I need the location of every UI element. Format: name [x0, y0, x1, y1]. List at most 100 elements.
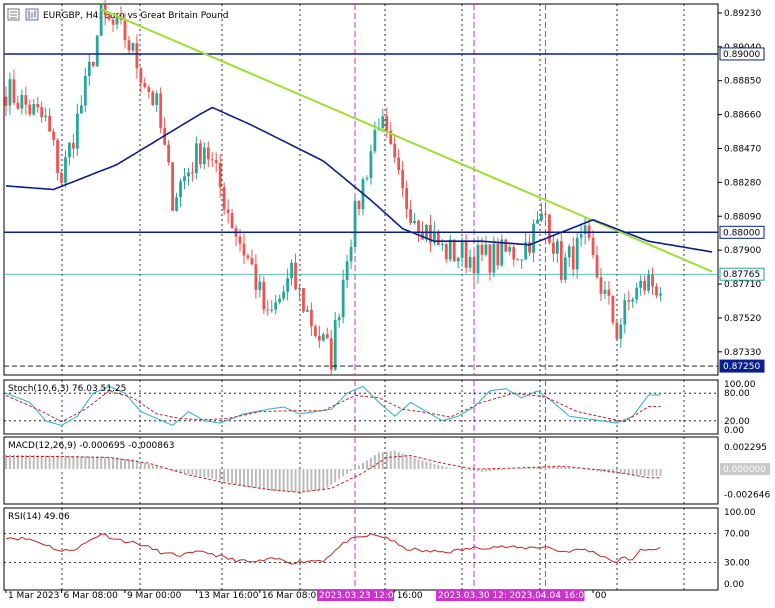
candle [329, 329, 333, 376]
candle [44, 107, 48, 122]
trendline[interactable] [100, 8, 713, 273]
candle [405, 180, 409, 219]
candle-body [191, 172, 194, 174]
candle-body [48, 115, 52, 132]
candle [254, 254, 258, 299]
candle-body [524, 242, 528, 260]
candle [603, 280, 607, 299]
candle-body [298, 288, 301, 290]
candle [397, 148, 401, 175]
rsi-line [5, 533, 661, 565]
time-markers [354, 4, 546, 590]
candle-body [643, 280, 647, 291]
candle-body [64, 157, 67, 183]
price-tick-label: 0.87330 [724, 348, 761, 358]
candle-body [448, 239, 452, 260]
price-tick-label: 0.88090 [724, 212, 761, 222]
candle-body [68, 142, 71, 158]
candle-body [286, 278, 290, 292]
candle-body [432, 231, 436, 243]
candle-body [143, 82, 147, 88]
candle [99, 3, 103, 36]
candle [32, 99, 36, 117]
candle [595, 245, 599, 279]
candle-body [357, 200, 361, 209]
candle-body [4, 96, 8, 106]
candle-body [349, 246, 353, 262]
candle [28, 99, 32, 117]
candle [52, 128, 55, 146]
candle-body [520, 259, 524, 261]
price-label-dashed: 0.87250 [719, 359, 765, 373]
candle [131, 42, 135, 53]
candle-body [627, 300, 631, 302]
candle-body [472, 256, 476, 274]
highlighted-time-text: 2023.03.23 12:00 [319, 591, 400, 601]
price-label-text: 0.87765 [723, 270, 760, 280]
candle [631, 297, 635, 308]
candle [107, 13, 111, 22]
candle [198, 139, 202, 169]
candle-body [651, 275, 654, 287]
candle-body [369, 151, 373, 178]
candle-body [16, 102, 20, 109]
candle [282, 285, 286, 302]
candle [508, 243, 512, 256]
candle-body [250, 258, 254, 265]
candle-body [548, 214, 551, 243]
candle [341, 269, 345, 324]
candle-body [639, 280, 643, 288]
candle-body [83, 76, 87, 106]
candle-body [226, 209, 230, 214]
candle-body [444, 244, 448, 260]
candle-body [155, 93, 159, 106]
candle [139, 66, 143, 93]
candle-body [210, 159, 214, 161]
chart-menu-icon[interactable] [7, 8, 20, 21]
candle [555, 238, 559, 263]
stoch-tick-label: 80.00 [724, 389, 750, 399]
candle-body [579, 234, 583, 238]
chart-header: EURGBP, H4: Euro vs Great Britain Pound [7, 8, 228, 21]
candle-body [631, 299, 635, 302]
candle-body [230, 213, 234, 229]
candle-body [91, 61, 95, 67]
candle-body [28, 104, 32, 115]
candle-body [214, 160, 218, 163]
highlighted-time-box [317, 590, 395, 601]
candle [643, 275, 647, 295]
candle-body [294, 262, 297, 290]
candle [171, 162, 174, 211]
price-tick-label: 0.88660 [724, 111, 761, 121]
candle [4, 86, 8, 117]
price-label-box [719, 225, 765, 239]
candle [520, 259, 524, 269]
candle [187, 167, 190, 186]
time-tick-label: 1 Mar 2023 [8, 591, 59, 601]
candle-body [365, 177, 369, 180]
candle [464, 234, 468, 274]
candle [429, 214, 432, 253]
candle-body [405, 188, 409, 210]
candle-body [341, 279, 345, 318]
price-label-text: 0.88000 [723, 228, 760, 238]
candle [294, 253, 297, 291]
candle-body [242, 243, 246, 256]
candle [12, 69, 16, 105]
candle-body [131, 43, 135, 51]
candle [559, 232, 563, 284]
candle-body [270, 309, 274, 311]
candle-body [528, 242, 531, 253]
candle-body [615, 322, 619, 339]
candle-body [480, 244, 484, 255]
candle-body [532, 223, 535, 253]
candle-body [44, 115, 48, 118]
price-label-box [719, 47, 765, 61]
candle [639, 275, 643, 296]
chart-type-icon[interactable] [25, 8, 39, 21]
candle-body [183, 176, 186, 182]
candle-body [555, 241, 559, 254]
candle [191, 162, 194, 182]
candle-body [635, 287, 639, 300]
